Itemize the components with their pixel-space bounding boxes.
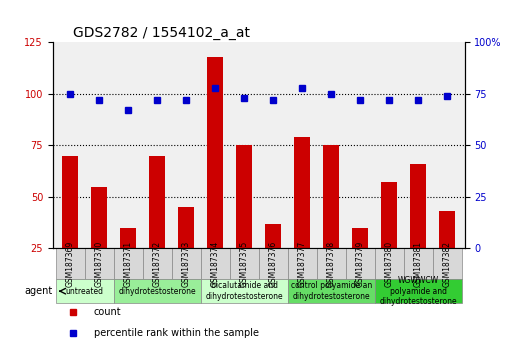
Text: control polyamide an
dihydrotestosterone: control polyamide an dihydrotestosterone xyxy=(290,281,372,301)
FancyBboxPatch shape xyxy=(172,249,201,279)
Text: GSM187370: GSM187370 xyxy=(95,241,103,287)
Bar xyxy=(265,224,281,300)
Text: agent: agent xyxy=(24,286,53,296)
Text: GSM187369: GSM187369 xyxy=(65,241,74,287)
FancyBboxPatch shape xyxy=(143,249,172,279)
Text: GSM187376: GSM187376 xyxy=(269,241,278,287)
FancyBboxPatch shape xyxy=(114,279,201,303)
Text: GSM187381: GSM187381 xyxy=(414,241,423,287)
Text: WGWWCW
polyamide and
dihydrotestosterone: WGWWCW polyamide and dihydrotestosterone xyxy=(380,276,457,306)
Text: GSM187375: GSM187375 xyxy=(240,241,249,287)
FancyBboxPatch shape xyxy=(84,249,114,279)
Bar xyxy=(439,211,455,300)
FancyBboxPatch shape xyxy=(404,249,433,279)
Bar xyxy=(236,145,252,300)
Text: GSM187378: GSM187378 xyxy=(327,241,336,287)
Text: untreated: untreated xyxy=(65,287,103,296)
FancyBboxPatch shape xyxy=(346,249,375,279)
Text: GSM187382: GSM187382 xyxy=(443,241,452,287)
Text: GSM187371: GSM187371 xyxy=(124,241,133,287)
Bar xyxy=(91,187,107,300)
Bar xyxy=(352,228,368,300)
Bar xyxy=(120,228,136,300)
Text: bicalutamide and
dihydrotestosterone: bicalutamide and dihydrotestosterone xyxy=(205,281,283,301)
Text: GSM187372: GSM187372 xyxy=(153,241,162,287)
FancyBboxPatch shape xyxy=(55,249,84,279)
Text: dihydrotestosterone: dihydrotestosterone xyxy=(118,287,196,296)
Text: GSM187380: GSM187380 xyxy=(385,241,394,287)
Bar xyxy=(178,207,194,300)
FancyBboxPatch shape xyxy=(201,279,288,303)
Bar xyxy=(410,164,426,300)
FancyBboxPatch shape xyxy=(230,249,259,279)
FancyBboxPatch shape xyxy=(201,249,230,279)
FancyBboxPatch shape xyxy=(288,279,375,303)
FancyBboxPatch shape xyxy=(114,249,143,279)
FancyBboxPatch shape xyxy=(433,249,462,279)
Bar xyxy=(323,145,339,300)
Text: GSM187379: GSM187379 xyxy=(356,241,365,287)
FancyBboxPatch shape xyxy=(375,279,462,303)
Bar xyxy=(207,57,223,300)
Bar xyxy=(149,156,165,300)
FancyBboxPatch shape xyxy=(288,249,317,279)
Text: GDS2782 / 1554102_a_at: GDS2782 / 1554102_a_at xyxy=(73,26,250,40)
Text: percentile rank within the sample: percentile rank within the sample xyxy=(94,327,259,337)
FancyBboxPatch shape xyxy=(259,249,288,279)
FancyBboxPatch shape xyxy=(317,249,346,279)
FancyBboxPatch shape xyxy=(55,279,114,303)
Text: GSM187373: GSM187373 xyxy=(182,241,191,287)
Bar xyxy=(294,137,310,300)
FancyBboxPatch shape xyxy=(375,249,404,279)
Bar xyxy=(381,182,397,300)
Text: GSM187377: GSM187377 xyxy=(298,241,307,287)
Text: count: count xyxy=(94,307,121,318)
Text: GSM187374: GSM187374 xyxy=(211,241,220,287)
Bar xyxy=(62,156,78,300)
